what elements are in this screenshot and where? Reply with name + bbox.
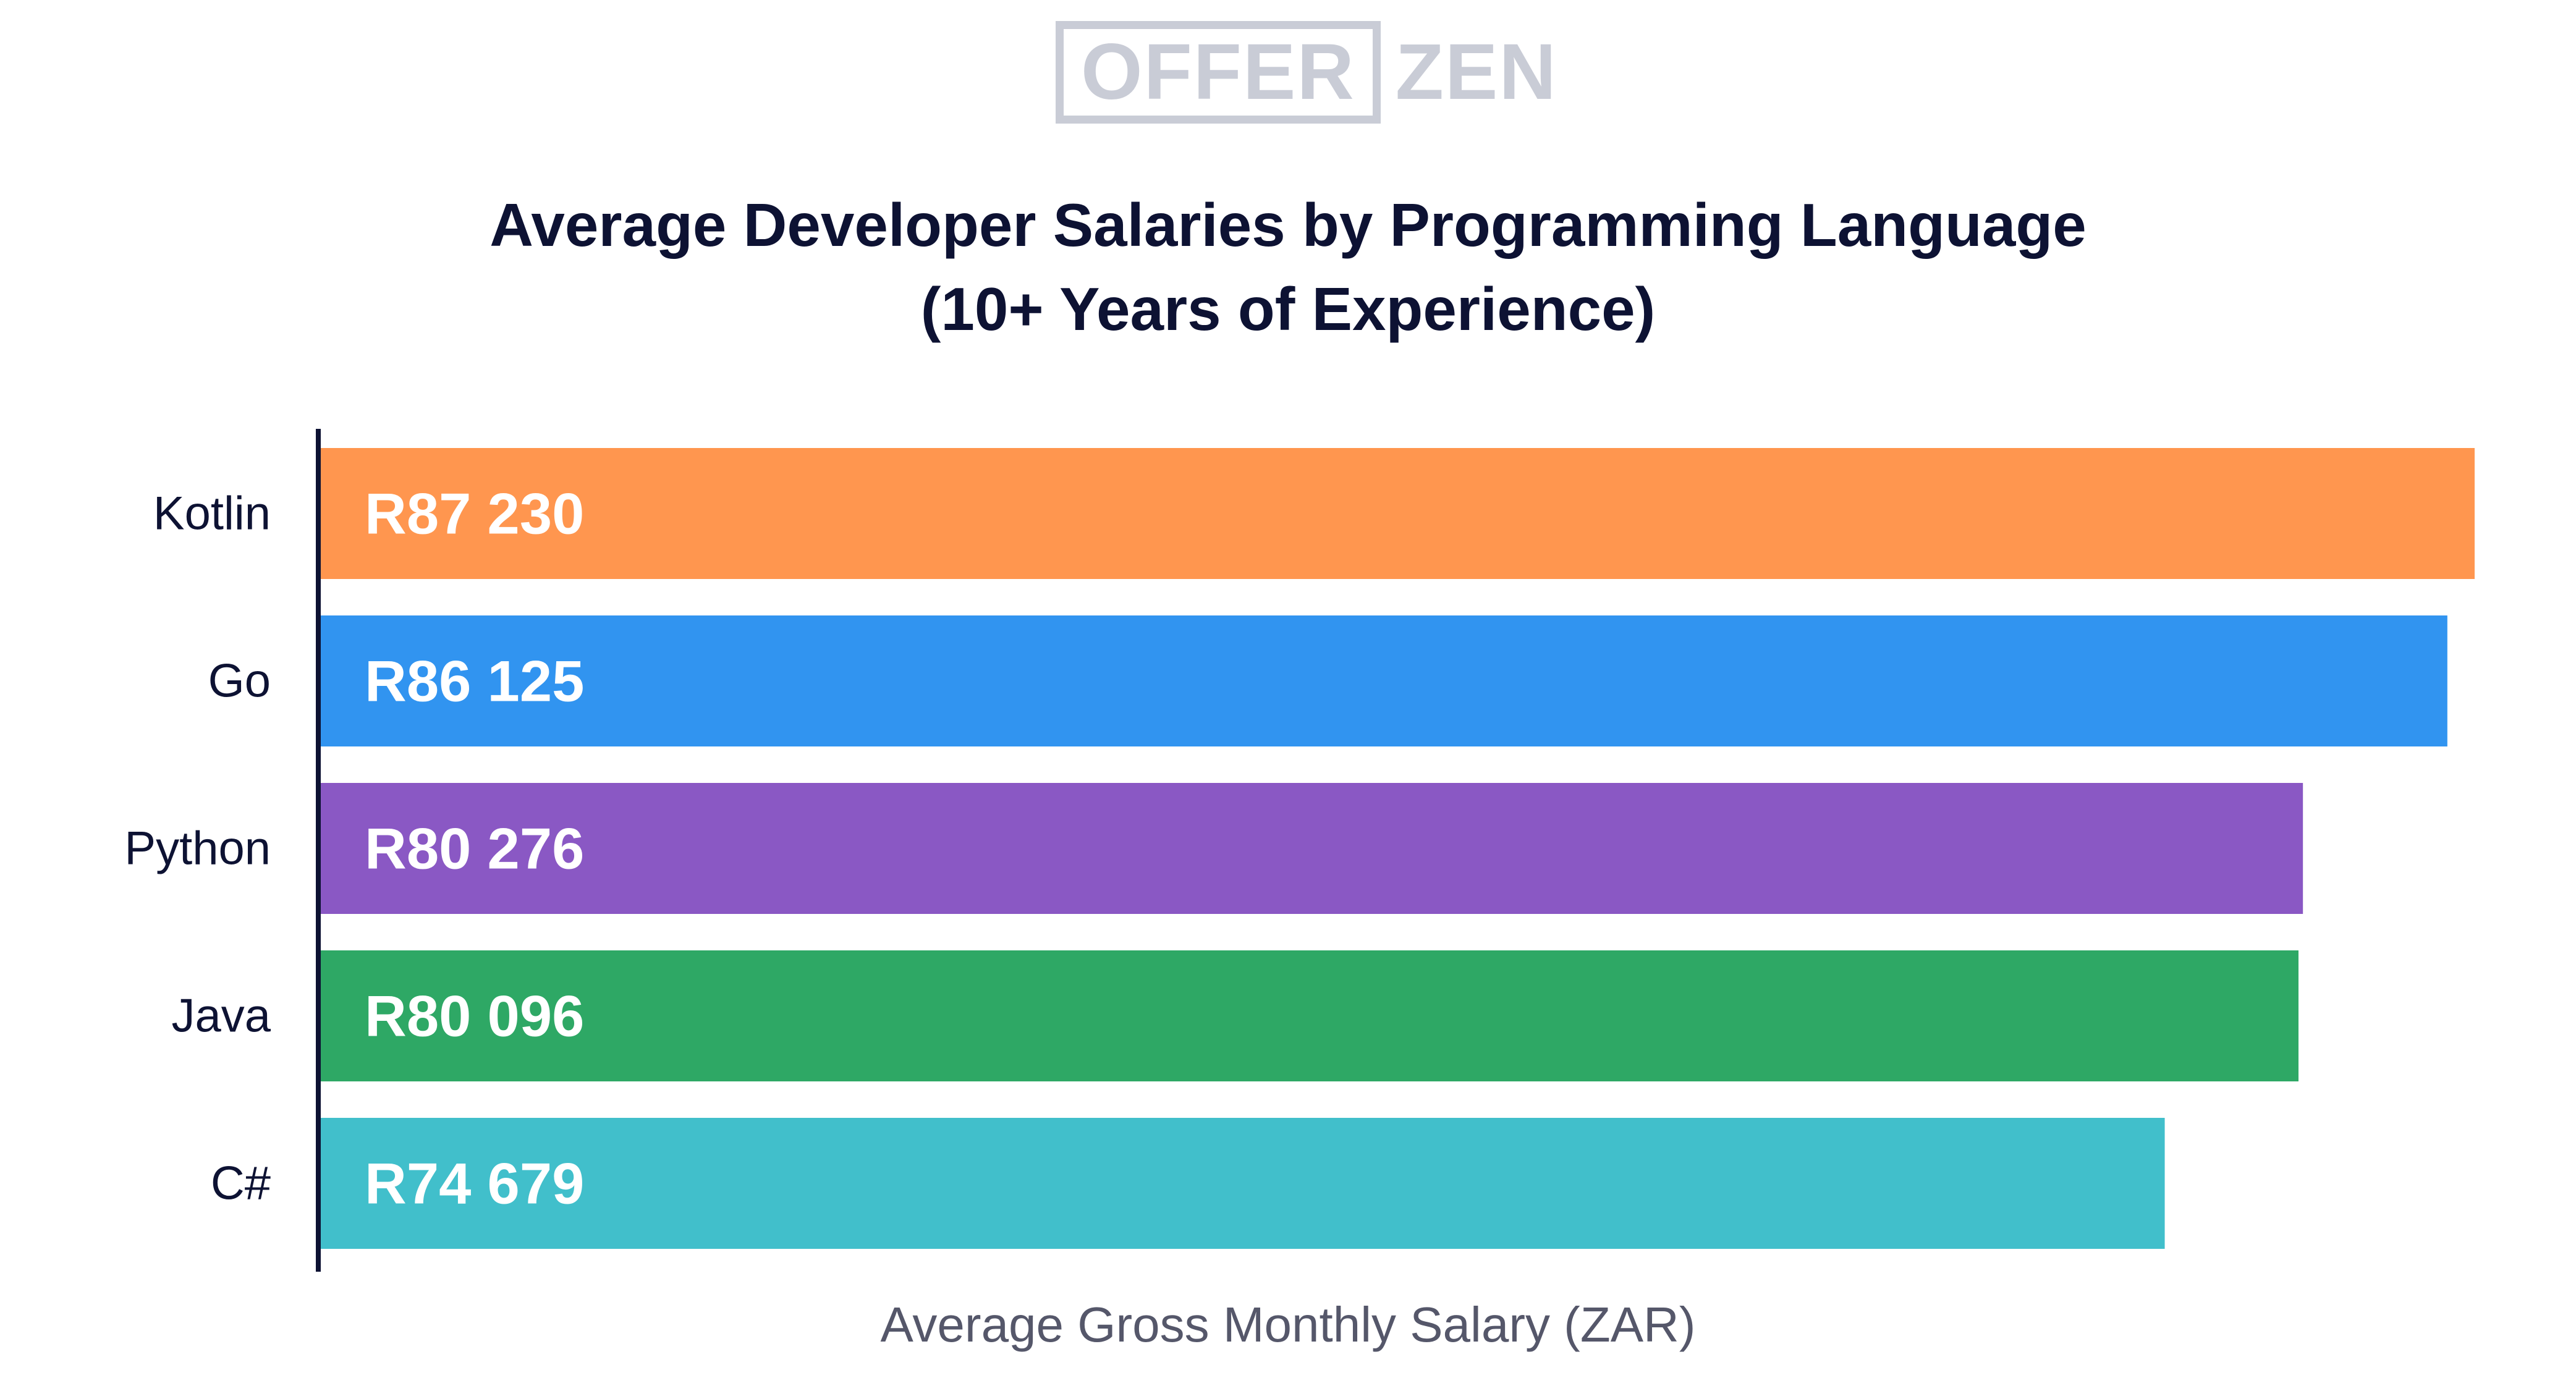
bars-layer: Kotlin R87 230 Go R86 125 Python R80 276 Java R… xyxy=(124,448,2475,1249)
logo-word-offer: OFFER xyxy=(1081,28,1355,116)
logo-box: OFFER xyxy=(1056,21,1381,124)
bar-java xyxy=(321,950,2298,1081)
logo-word-zen: ZEN xyxy=(1395,28,1557,116)
value-label-go: R86 125 xyxy=(365,649,584,714)
chart-title-line-1: Average Developer Salaries by Programmin… xyxy=(489,191,2087,259)
category-label-csharp: C# xyxy=(211,1157,271,1210)
value-label-python: R80 276 xyxy=(365,816,584,881)
chart-title: Average Developer Salaries by Programmin… xyxy=(0,183,2576,351)
category-label-java: Java xyxy=(171,990,271,1042)
bar-python xyxy=(321,783,2303,914)
category-label-kotlin: Kotlin xyxy=(153,488,271,540)
chart-title-line-2: (10+ Years of Experience) xyxy=(920,275,1656,343)
offerzen-logo: OFFER ZEN xyxy=(1056,21,1557,124)
bar-kotlin xyxy=(321,448,2475,579)
bar-go xyxy=(321,615,2447,746)
category-label-python: Python xyxy=(124,822,271,875)
value-label-csharp: R74 679 xyxy=(365,1151,584,1216)
category-label-go: Go xyxy=(208,655,271,708)
bar-csharp xyxy=(321,1118,2165,1249)
value-label-kotlin: R87 230 xyxy=(365,481,584,546)
x-axis-label: Average Gross Monthly Salary (ZAR) xyxy=(880,1297,1696,1352)
value-label-java: R80 096 xyxy=(365,984,584,1049)
